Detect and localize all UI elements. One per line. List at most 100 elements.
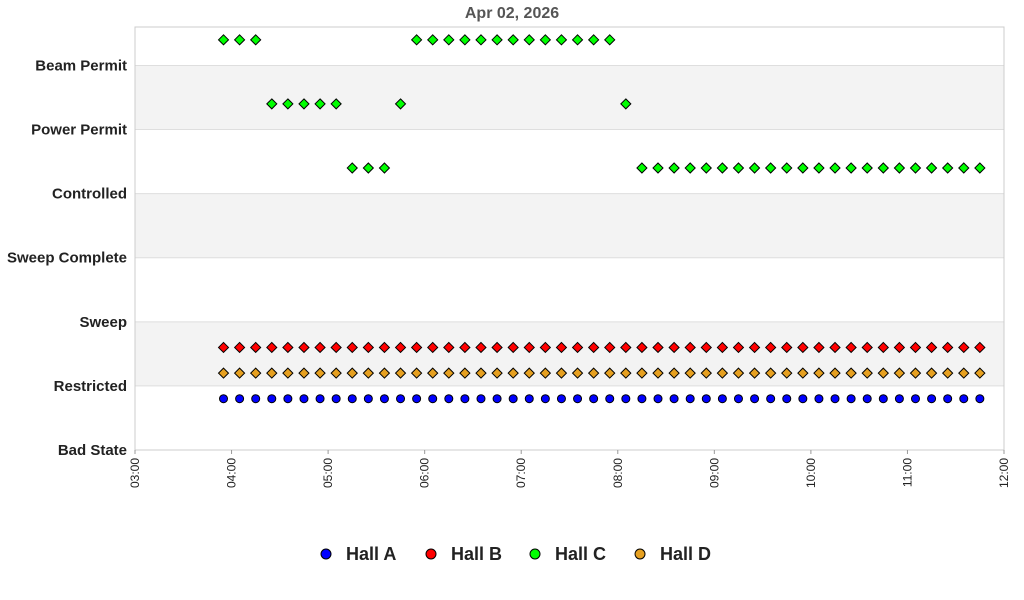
data-point-hall-c [266,98,278,110]
legend-item-hall-b: Hall B [425,544,502,564]
data-point-hall-d [925,367,938,379]
data-point-hall-c [571,34,584,46]
data-point-hall-c [700,162,712,174]
data-point-hall-a [605,394,615,404]
data-point-hall-c [764,162,777,174]
data-point-hall-b [700,341,712,354]
data-point-hall-d [233,367,246,379]
data-point-hall-b [523,341,535,354]
data-point-hall-b [764,341,777,354]
legend-marker [425,548,437,560]
data-point-hall-b [861,341,873,354]
data-point-hall-b [974,341,986,354]
legend-marker [529,548,541,560]
data-point-hall-c [636,162,648,174]
data-point-hall-a [540,394,550,404]
data-point-hall-a [347,394,357,404]
data-point-hall-b [958,341,970,354]
x-tick-label: 12:00 [997,458,1011,488]
data-point-hall-b [620,341,632,354]
data-point-hall-c [330,98,342,110]
data-point-hall-d [893,367,906,379]
x-tick-label: 05:00 [321,458,335,488]
data-point-hall-c [491,34,503,46]
data-point-hall-c [555,34,568,46]
data-point-hall-a [219,394,229,404]
data-point-hall-b [571,341,584,354]
data-point-hall-b [249,341,262,354]
data-point-hall-c [845,162,857,174]
data-point-hall-c [233,34,246,46]
data-point-hall-a [556,394,566,404]
data-point-hall-a [412,394,422,404]
data-point-hall-a [894,394,904,404]
data-point-hall-d [314,367,326,379]
legend-label: Hall B [451,544,502,564]
data-point-hall-a [943,394,953,404]
legend-item-hall-c: Hall C [529,544,606,564]
x-tick-label: 10:00 [804,458,818,488]
data-point-hall-c [652,162,664,174]
data-point-hall-c [539,34,552,46]
data-point-hall-d [282,367,294,379]
data-point-hall-c [394,98,407,110]
data-point-hall-d [684,367,696,379]
plot-border [134,26,1005,451]
grid-band [135,385,1004,450]
y-tick-label: Power Permit [31,122,127,139]
grid-band [135,129,1004,194]
data-point-hall-d [330,367,342,379]
data-point-hall-c [797,162,809,174]
data-point-hall-c [861,162,873,174]
grid-band [135,321,1004,386]
x-tick-label: 06:00 [418,458,432,488]
data-point-hall-b [716,341,729,354]
data-point-hall-a [685,394,695,404]
y-tick-label: Restricted [54,378,127,395]
data-point-hall-b [652,341,664,354]
y-tick-label: Beam Permit [35,57,127,74]
data-point-hall-d [829,367,841,379]
data-point-hall-a [524,394,534,404]
data-point-hall-d [652,367,664,379]
legend-item-hall-d: Hall D [634,544,711,564]
data-point-hall-d [410,367,423,379]
data-point-hall-d [700,367,712,379]
data-points [217,34,986,404]
data-point-hall-a [830,394,840,404]
data-point-hall-c [958,162,970,174]
data-point-hall-a [476,394,486,404]
data-point-hall-c [346,162,358,174]
x-tick-label: 07:00 [514,458,528,488]
data-point-hall-d [491,367,503,379]
data-point-hall-d [748,367,761,379]
data-point-hall-b [732,341,745,354]
data-point-hall-c [378,162,391,174]
data-point-hall-a [299,394,309,404]
data-point-hall-c [813,162,825,174]
data-point-hall-d [507,367,519,379]
data-point-hall-b [829,341,841,354]
grid-band [135,257,1004,322]
data-point-hall-b [668,341,680,354]
data-point-hall-c [427,34,439,46]
series-hall-b [217,341,986,354]
data-point-hall-d [362,367,375,379]
data-point-hall-b [587,341,600,354]
x-tick-label: 08:00 [611,458,625,488]
data-point-hall-c [587,34,600,46]
data-point-hall-a [235,394,245,404]
x-tick-label: 09:00 [707,458,721,488]
data-point-hall-d [909,367,922,379]
data-point-hall-c [523,34,535,46]
series-hall-d [217,367,986,379]
data-point-hall-b [636,341,648,354]
data-point-hall-a [701,394,711,404]
data-point-hall-d [604,367,616,379]
data-point-hall-a [331,394,341,404]
data-point-hall-d [249,367,262,379]
data-point-hall-c [716,162,729,174]
data-point-hall-a [782,394,792,404]
data-point-hall-b [845,341,857,354]
data-point-hall-c [941,162,954,174]
